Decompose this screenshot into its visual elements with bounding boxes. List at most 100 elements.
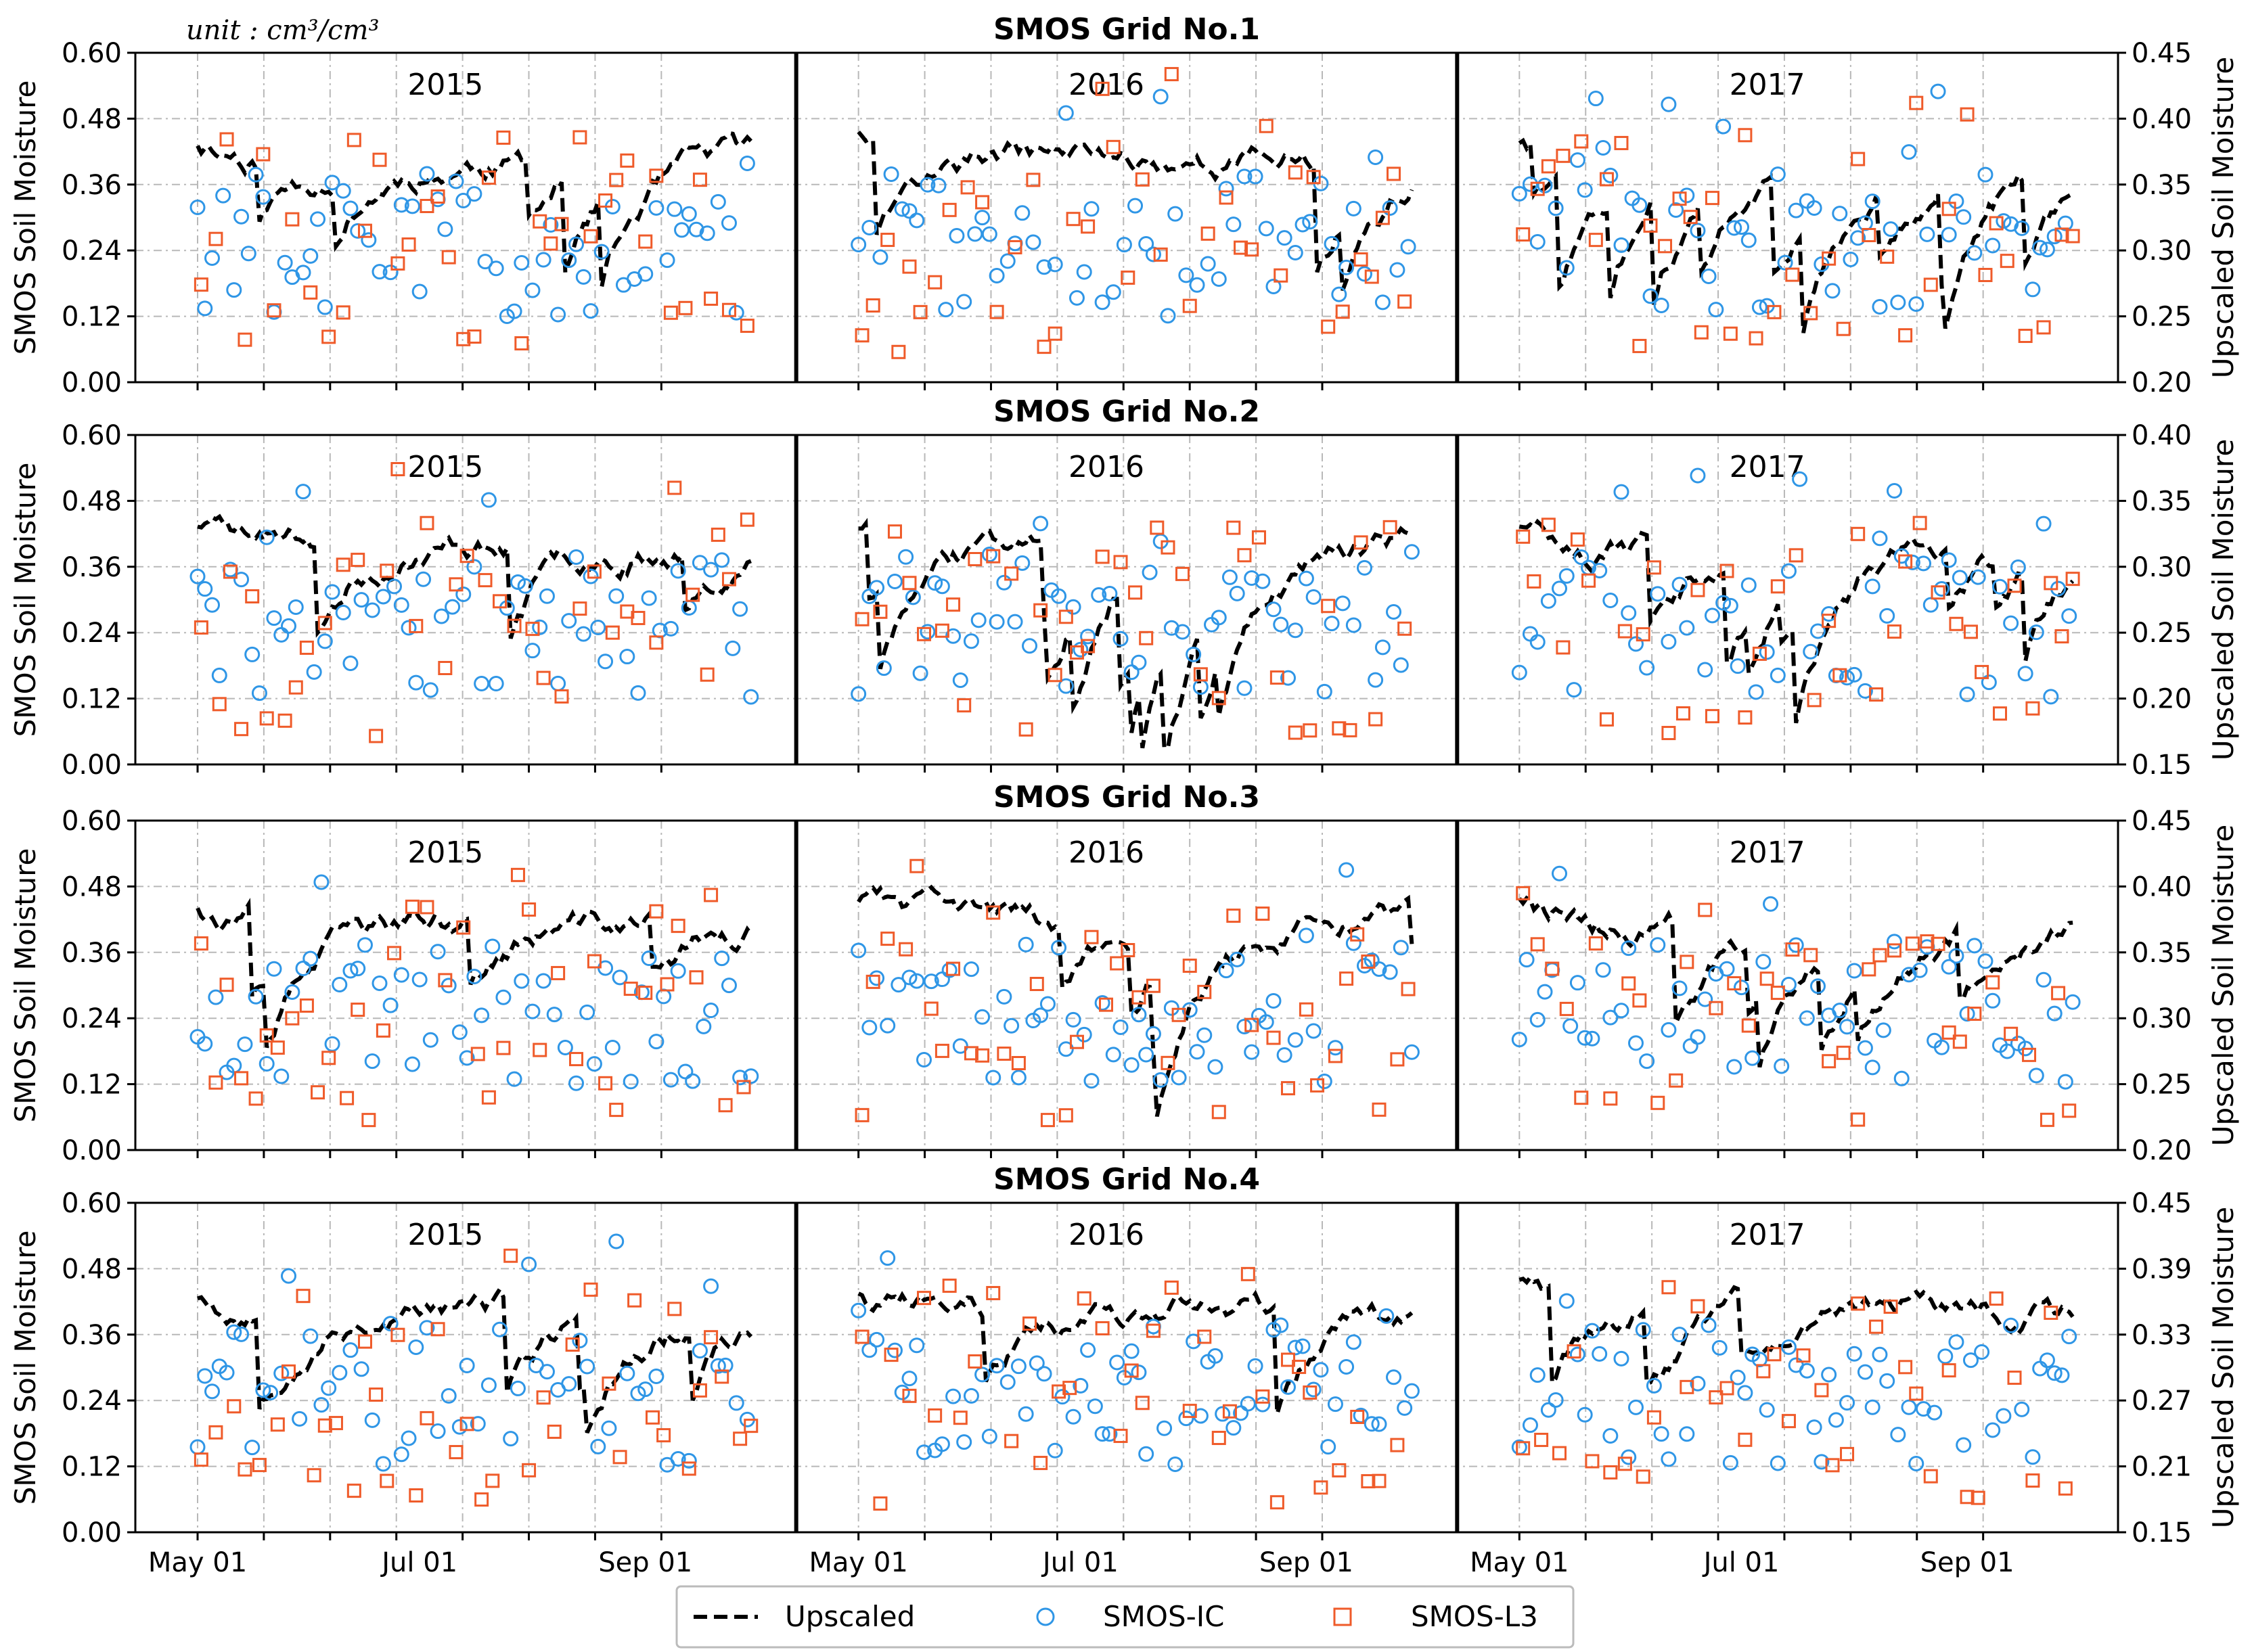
smos-ic-point [1236,168,1253,185]
smos-ic-point [550,306,566,323]
smos-l3-point [2044,576,2058,591]
smos-l3-point [1825,1458,1840,1473]
smos-l3-point [1146,1323,1161,1338]
smos-l3-point [1632,338,1647,353]
smos-ic-point [1937,1348,1954,1364]
smos-ic-point [1287,1339,1303,1356]
upscaled-series-line [857,884,1414,1117]
smos-l3-point [1350,927,1365,942]
smos-ic-point [934,578,950,595]
smos-l3-point [496,1040,511,1055]
smos-ic-point [1602,1009,1619,1026]
smos-ic-point [1558,568,1575,584]
smos-ic-point [1356,559,1372,576]
smos-ic-point [1287,622,1303,639]
smos-ic-point [1065,1408,1081,1425]
smos-l3-point [1095,549,1110,564]
smos-l3-point [1037,340,1052,354]
upscaled-series-line [1517,895,2073,1068]
smos-l3-point [957,698,972,713]
smos-l3-point [623,982,638,996]
smos-ic-point [1639,660,1655,676]
smos-l3-point [2065,229,2080,244]
smos-l3-point [1541,159,1556,174]
smos-ic-point [514,973,530,989]
smos-l3-point [2054,629,2069,644]
x-tick-label: May 01 [1470,1547,1569,1578]
smos-ic-point [258,529,275,545]
smos-ic-point [510,574,526,590]
smos-l3-point [456,920,471,935]
smos-l3-point [336,305,351,320]
smos-ic-point [1650,937,1666,953]
smos-l3-point [1281,1352,1296,1367]
smos-ic-point [1872,298,1888,315]
smos-ic-point [1094,1426,1110,1442]
smos-l3-point [2065,572,2080,587]
smos-l3-point [1862,227,1876,242]
smos-ic-point [648,200,665,216]
smos-ic-point [1294,216,1311,233]
smos-l3-point [1131,990,1146,1005]
smos-l3-point [667,480,682,495]
smos-ic-point [1221,569,1238,585]
smos-ic-point [1280,670,1297,686]
smos-l3-point [208,1075,223,1090]
smos-l3-point [481,1090,496,1105]
smos-ic-point [989,267,1005,283]
y-tick-label-right: 0.35 [2132,938,2192,969]
smos-l3-point [212,697,227,712]
smos-ic-point [1258,221,1274,237]
y-tick-label-right: 0.35 [2132,170,2192,201]
smos-l3-point [1556,148,1571,163]
smos-l3-point [880,233,895,248]
smos-l3-point [1516,886,1531,900]
smos-ic-point [1974,1344,1990,1360]
y-tick-label-right: 0.40 [2132,420,2192,451]
smos-ic-point [894,201,910,217]
smos-ic-point [923,973,939,990]
smos-ic-point [1962,1352,1979,1369]
smos-ic-point [1345,617,1361,633]
smos-l3-point [1353,535,1368,550]
smos-ic-point [1890,294,1906,311]
smos-l3-point [1029,976,1044,991]
smos-ic-point [1821,1367,1837,1383]
smos-l3-point [1603,1465,1618,1479]
smos-ic-point [364,1053,380,1070]
smos-ic-point [1719,961,1735,977]
smos-l3-point [1382,520,1397,534]
smos-ic-point [1621,605,1637,621]
smos-ic-point [393,967,409,983]
smos-ic-point [974,210,991,226]
smos-ic-point [1879,1373,1895,1389]
smos-l3-point [449,577,464,592]
smos-ic-point [1007,614,1023,630]
panel-title: SMOS Grid No.2 [993,394,1260,429]
smos-ic-point [382,1316,399,1332]
smos-ic-point [1595,962,1611,978]
smos-ic-point [401,620,417,636]
smos-ic-point [1047,256,1063,273]
smos-l3-point [420,515,434,530]
smos-ic-point [2003,615,2019,631]
smos-l3-point [219,978,234,992]
smos-ic-point [1569,152,1585,168]
smos-ic-point [967,226,983,242]
smos-l3-point [1650,1095,1665,1110]
y-tick-label-left: 0.12 [62,684,122,715]
smos-l3-point [1851,1296,1866,1311]
smos-ic-point [1029,1355,1045,1371]
smos-ic-point [869,580,885,596]
smos-l3-point [554,216,569,231]
smos-ic-point [1178,267,1194,283]
smos-l3-point [1545,961,1560,976]
year-label: 2016 [1068,450,1144,484]
smos-l3-point [704,888,719,902]
smos-ic-point [1886,934,1902,950]
smos-ic-point [1152,89,1169,105]
smos-l3-point [1617,1456,1632,1471]
smos-ic-point [637,1381,654,1398]
smos-l3-point [873,604,888,619]
smos-l3-point [1321,599,1336,614]
